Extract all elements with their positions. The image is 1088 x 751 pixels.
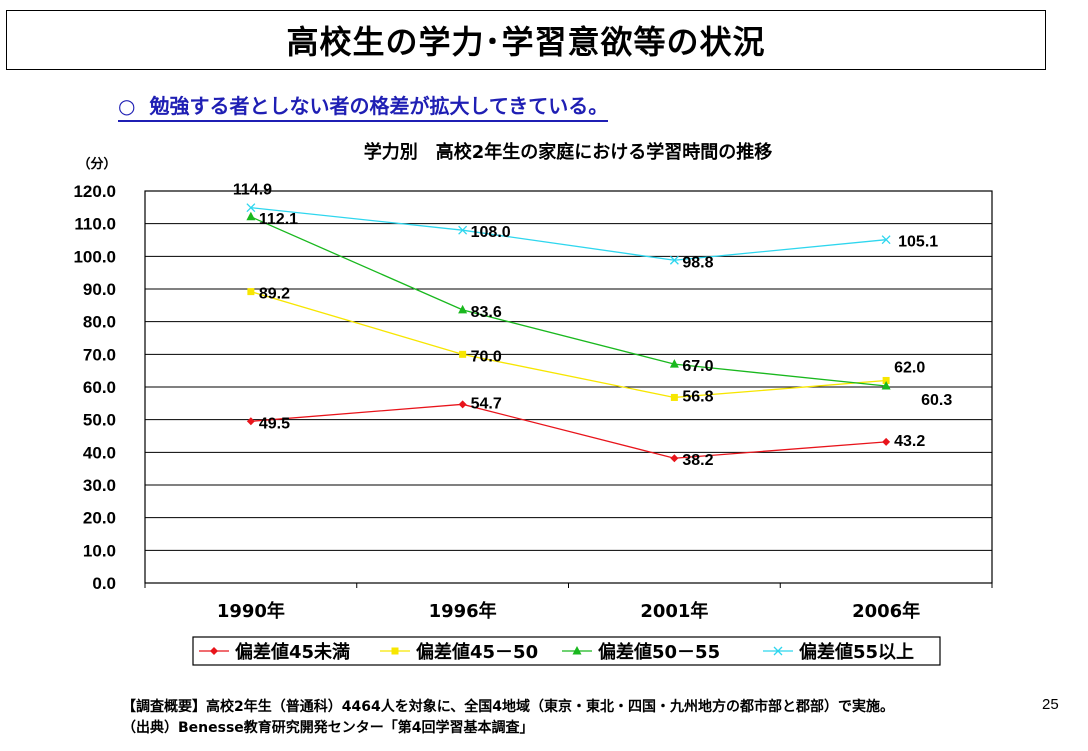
line-chart: 学力別 高校2年生の家庭における学習時間の推移 （分） 0.0 10.0 20.0 30.… [73,141,993,666]
page-title-text: 高校生の学力･学習意欲等の状況 [286,23,766,61]
data-point [670,454,679,463]
data-label: 105.1 [898,234,938,251]
y-tick-label: 100.0 [73,247,116,266]
y-tick-label: 50.0 [83,411,116,430]
data-label: 43.2 [894,433,925,450]
legend-label: 偏差値50－55 [598,641,720,663]
footer-survey-note: 【調査概要】高校2年生（普通科）4464人を対象に、全国4地域（東京・東北・四国… [122,699,895,715]
x-tick-label: 2001年 [640,600,708,622]
x-tick-label: 2006年 [852,600,920,622]
data-point [247,288,255,296]
series-line [250,403,887,459]
data-label: 70.0 [471,348,502,365]
data-label: 89.2 [259,286,290,303]
legend-swatch-marker [773,646,783,656]
data-label: 60.3 [921,392,952,409]
y-tick-label: 0.0 [92,574,116,593]
data-point [882,437,891,446]
data-point [459,350,467,358]
legend-swatch-marker [391,647,399,655]
y-tick-label: 60.0 [83,378,116,397]
subtitle-text: 勉強する者としない者の格差が拡大してきている。 [149,94,609,118]
x-tick-label: 1990年 [217,600,285,622]
legend-label: 偏差値45未満 [235,641,350,663]
data-label: 56.8 [682,388,713,405]
data-label: 49.5 [259,415,290,432]
page-number: 25 [1042,696,1059,713]
data-label: 114.9 [233,182,272,199]
chart-title: 学力別 高校2年生の家庭における学習時間の推移 [364,141,773,163]
data-label: 54.7 [471,395,502,412]
data-point [881,381,891,390]
data-point [246,417,255,426]
bullet-circle: ○ [118,94,136,118]
y-tick-label: 40.0 [83,443,116,462]
legend-swatch-marker [572,646,582,655]
y-tick-label: 80.0 [83,313,116,332]
data-point [458,304,468,314]
y-tick-label: 70.0 [83,345,116,364]
data-label: 98.8 [682,254,713,271]
subtitle: ○ 勉強する者としない者の格差が拡大してきている。 [118,90,609,122]
data-point [458,400,467,409]
data-point [882,376,890,384]
data-point [670,393,678,401]
y-tick-label: 20.0 [83,509,116,528]
data-point [458,225,468,235]
data-label: 62.0 [894,359,925,376]
data-label: 38.2 [682,452,713,469]
data-point [246,211,256,221]
data-label: 83.6 [471,304,502,321]
legend-swatch-marker [210,647,218,655]
series-line [250,290,887,399]
y-tick-label: 110.0 [74,215,116,234]
data-label: 67.0 [682,358,713,375]
footer-source-note: （出典）Benesse教育研究開発センター「第4回学習基本調査」 [122,720,534,736]
series-line [250,216,887,387]
x-tick-label: 1996年 [429,600,497,622]
y-tick-label: 30.0 [83,476,116,495]
data-point [669,359,679,368]
data-label: 108.0 [471,224,511,241]
y-tick-label: 10.0 [83,541,116,560]
data-point [246,203,256,213]
y-tick-label: 120.0 [73,182,116,201]
series-line [250,207,887,261]
y-unit-label: （分） [77,156,116,172]
data-point [669,255,679,265]
data-label: 112.1 [259,211,298,228]
legend-label: 偏差値55以上 [799,641,914,663]
page-title: 高校生の学力･学習意欲等の状況 [6,10,1046,70]
y-tick-label: 90.0 [83,280,116,299]
data-point [881,235,891,245]
legend-label: 偏差値45－50 [416,641,538,663]
